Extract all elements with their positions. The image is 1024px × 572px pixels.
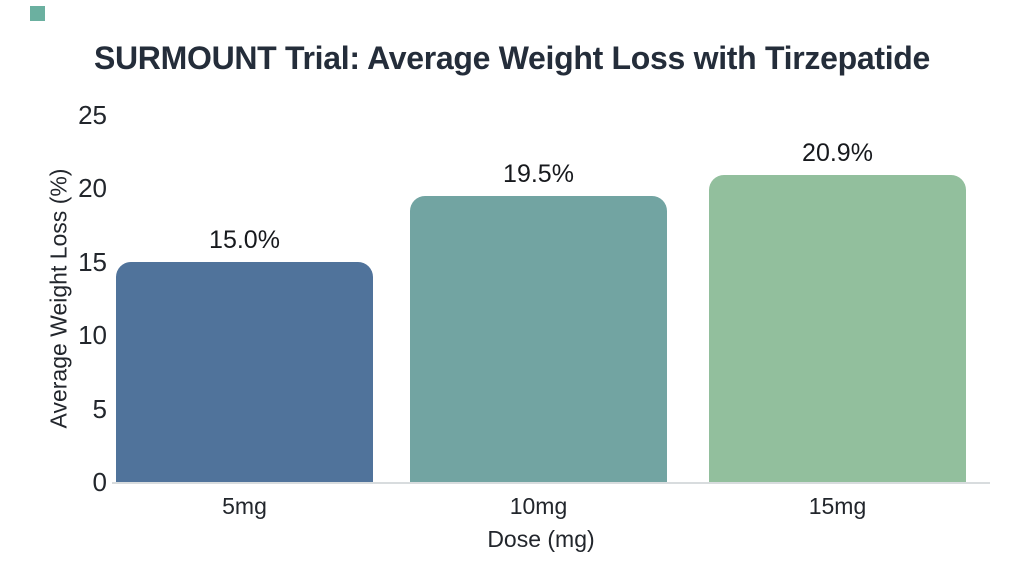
y-tick-label: 10	[78, 320, 107, 351]
bar-group-10mg: 19.5% 10mg	[410, 115, 667, 518]
bar-5mg	[116, 261, 373, 482]
y-tick-label: 5	[92, 393, 107, 424]
bar-10mg	[410, 195, 667, 482]
bar-15mg	[709, 175, 966, 482]
x-tick-label: 10mg	[509, 493, 568, 519]
bar-group-5mg: 15.0% 5mg	[116, 115, 373, 518]
y-tick-label: 20	[78, 173, 107, 204]
bar-value-label: 20.9%	[802, 139, 873, 168]
bar-value-label: 19.5%	[503, 159, 574, 188]
chart-title: SURMOUNT Trial: Average Weight Loss with…	[93, 40, 931, 76]
corner-artifact-square	[30, 6, 45, 21]
bar-group-15mg: 20.9% 15mg	[709, 115, 966, 518]
y-tick-label: 25	[78, 100, 107, 130]
x-axis-title: Dose (mg)	[487, 526, 595, 552]
plot-area: 15.0% 5mg 19.5% 10mg 20.9% 15mg	[112, 115, 990, 518]
x-tick-label: 15mg	[808, 493, 867, 519]
y-axis-ticks: 0 5 10 15 20 25	[0, 102, 107, 495]
x-tick-label: 5mg	[222, 493, 267, 519]
y-tick-label: 15	[78, 246, 107, 277]
y-tick-label: 0	[92, 467, 107, 497]
bar-value-label: 15.0%	[209, 225, 280, 254]
